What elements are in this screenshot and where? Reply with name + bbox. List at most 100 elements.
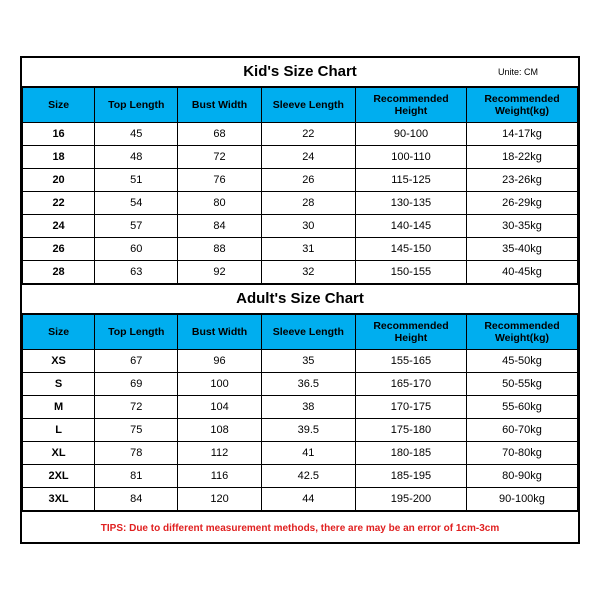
- data-cell: 96: [178, 350, 261, 373]
- data-cell: 60: [95, 238, 178, 261]
- data-cell: 90-100kg: [466, 488, 577, 511]
- data-cell: 24: [261, 146, 355, 169]
- data-cell: 165-170: [355, 373, 466, 396]
- table-row: 26608831145-15035-40kg: [23, 238, 578, 261]
- data-cell: 108: [178, 419, 261, 442]
- data-cell: 54: [95, 192, 178, 215]
- size-cell: 24: [23, 215, 95, 238]
- data-cell: 69: [95, 373, 178, 396]
- data-cell: 40-45kg: [466, 261, 577, 284]
- adults-title-row: Adult's Size Chart: [22, 284, 578, 314]
- size-cell: L: [23, 419, 95, 442]
- data-cell: 18-22kg: [466, 146, 577, 169]
- col-header: Size: [23, 88, 95, 123]
- data-cell: 55-60kg: [466, 396, 577, 419]
- data-cell: 30-35kg: [466, 215, 577, 238]
- adults-header-row: Size Top Length Bust Width Sleeve Length…: [23, 315, 578, 350]
- data-cell: 140-145: [355, 215, 466, 238]
- data-cell: 42.5: [261, 465, 355, 488]
- data-cell: 88: [178, 238, 261, 261]
- data-cell: 26: [261, 169, 355, 192]
- size-cell: 22: [23, 192, 95, 215]
- data-cell: 60-70kg: [466, 419, 577, 442]
- data-cell: 84: [95, 488, 178, 511]
- adults-size-table: Size Top Length Bust Width Sleeve Length…: [22, 314, 578, 511]
- data-cell: 48: [95, 146, 178, 169]
- kids-title: Kid's Size Chart: [243, 63, 357, 80]
- table-row: 20517626115-12523-26kg: [23, 169, 578, 192]
- data-cell: 180-185: [355, 442, 466, 465]
- data-cell: 112: [178, 442, 261, 465]
- kids-header-row: Size Top Length Bust Width Sleeve Length…: [23, 88, 578, 123]
- size-cell: 28: [23, 261, 95, 284]
- data-cell: 100: [178, 373, 261, 396]
- data-cell: 81: [95, 465, 178, 488]
- data-cell: 145-150: [355, 238, 466, 261]
- data-cell: 72: [95, 396, 178, 419]
- table-row: 18487224100-11018-22kg: [23, 146, 578, 169]
- data-cell: 22: [261, 123, 355, 146]
- col-header: Top Length: [95, 88, 178, 123]
- data-cell: 80: [178, 192, 261, 215]
- data-cell: 30: [261, 215, 355, 238]
- table-row: XS679635155-16545-50kg: [23, 350, 578, 373]
- size-cell: 16: [23, 123, 95, 146]
- col-header: Recommended Height: [355, 315, 466, 350]
- data-cell: 50-55kg: [466, 373, 577, 396]
- table-row: 2XL8111642.5185-19580-90kg: [23, 465, 578, 488]
- data-cell: 28: [261, 192, 355, 215]
- data-cell: 92: [178, 261, 261, 284]
- table-row: 22548028130-13526-29kg: [23, 192, 578, 215]
- col-header: Bust Width: [178, 315, 261, 350]
- data-cell: 26-29kg: [466, 192, 577, 215]
- data-cell: 45: [95, 123, 178, 146]
- data-cell: 35-40kg: [466, 238, 577, 261]
- data-cell: 185-195: [355, 465, 466, 488]
- data-cell: 90-100: [355, 123, 466, 146]
- size-cell: 3XL: [23, 488, 95, 511]
- col-header: Recommended Weight(kg): [466, 315, 577, 350]
- adults-title: Adult's Size Chart: [236, 290, 364, 307]
- col-header: Bust Width: [178, 88, 261, 123]
- data-cell: 116: [178, 465, 261, 488]
- col-header: Sleeve Length: [261, 88, 355, 123]
- data-cell: 63: [95, 261, 178, 284]
- data-cell: 104: [178, 396, 261, 419]
- table-row: 1645682290-10014-17kg: [23, 123, 578, 146]
- col-header: Recommended Height: [355, 88, 466, 123]
- unit-label: Unite: CM: [498, 67, 538, 77]
- size-cell: M: [23, 396, 95, 419]
- tips-row: TIPS: Due to different measurement metho…: [22, 511, 578, 542]
- data-cell: 70-80kg: [466, 442, 577, 465]
- col-header: Size: [23, 315, 95, 350]
- data-cell: 100-110: [355, 146, 466, 169]
- col-header: Recommended Weight(kg): [466, 88, 577, 123]
- data-cell: 68: [178, 123, 261, 146]
- data-cell: 38: [261, 396, 355, 419]
- data-cell: 45-50kg: [466, 350, 577, 373]
- size-cell: 26: [23, 238, 95, 261]
- col-header: Top Length: [95, 315, 178, 350]
- size-cell: XL: [23, 442, 95, 465]
- data-cell: 32: [261, 261, 355, 284]
- size-cell: 18: [23, 146, 95, 169]
- data-cell: 41: [261, 442, 355, 465]
- data-cell: 175-180: [355, 419, 466, 442]
- data-cell: 44: [261, 488, 355, 511]
- data-cell: 150-155: [355, 261, 466, 284]
- data-cell: 31: [261, 238, 355, 261]
- data-cell: 120: [178, 488, 261, 511]
- table-row: 28639232150-15540-45kg: [23, 261, 578, 284]
- data-cell: 155-165: [355, 350, 466, 373]
- size-cell: XS: [23, 350, 95, 373]
- data-cell: 23-26kg: [466, 169, 577, 192]
- size-cell: 20: [23, 169, 95, 192]
- table-row: L7510839.5175-18060-70kg: [23, 419, 578, 442]
- size-chart-container: Kid's Size Chart Unite: CM Size Top Leng…: [20, 56, 580, 544]
- data-cell: 130-135: [355, 192, 466, 215]
- data-cell: 39.5: [261, 419, 355, 442]
- kids-title-row: Kid's Size Chart Unite: CM: [22, 58, 578, 87]
- data-cell: 35: [261, 350, 355, 373]
- data-cell: 51: [95, 169, 178, 192]
- data-cell: 14-17kg: [466, 123, 577, 146]
